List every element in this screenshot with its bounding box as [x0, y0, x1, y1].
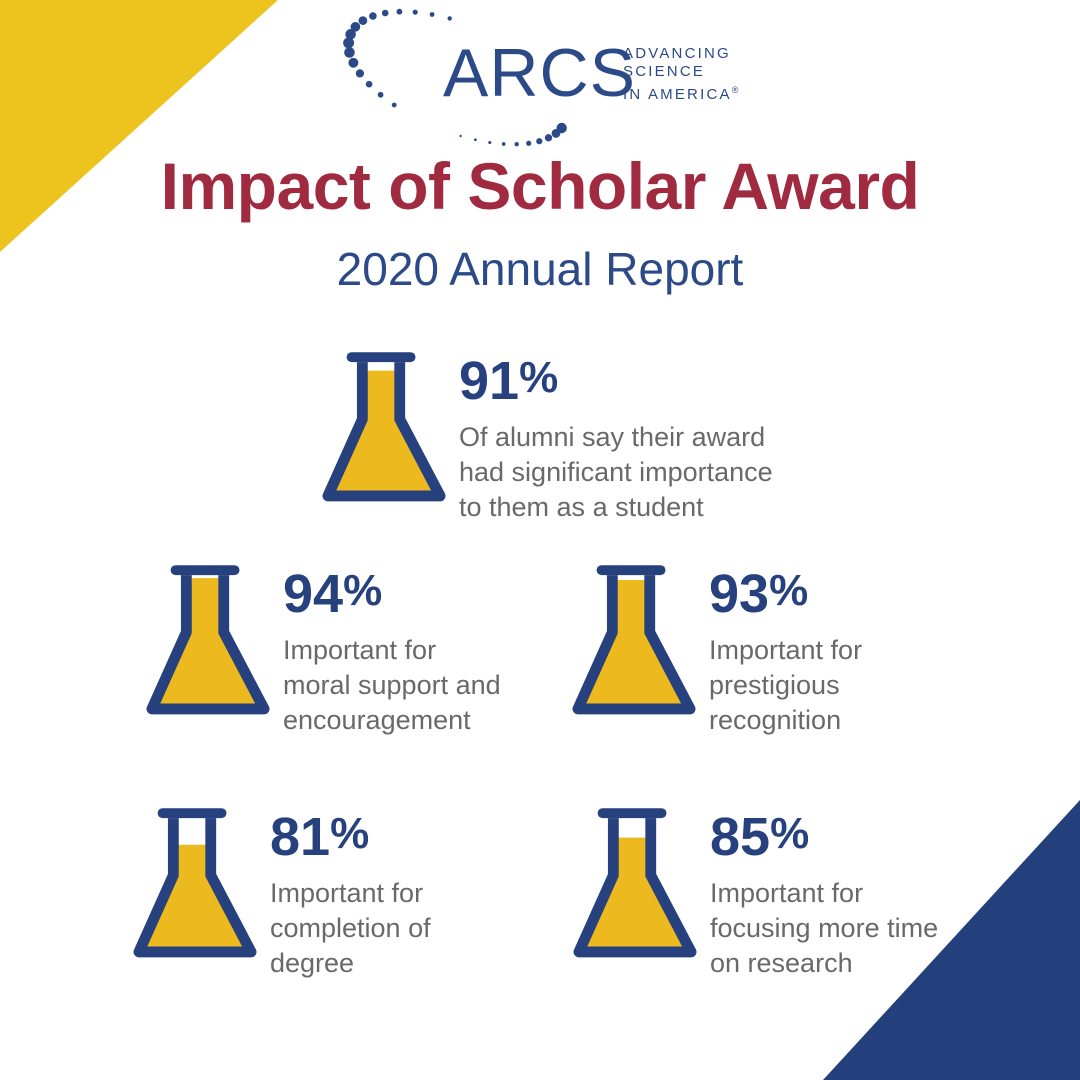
stat-item-moral-support: 94% Important for moral support and enco…	[146, 563, 501, 738]
stat-text: 93% Important for prestigious recognitio…	[709, 567, 862, 738]
percent-sign: %	[770, 809, 810, 858]
stat-percentage: 81%	[270, 807, 370, 867]
flask-icon	[146, 565, 270, 715]
tagline-line: IN AMERICA®	[623, 81, 738, 104]
stat-description: Important for moral support and encourag…	[283, 635, 501, 735]
stat-description: Important for prestigious recognition	[709, 635, 863, 735]
stat-item-research-time: 85% Important for focusing more time on …	[573, 806, 938, 981]
logo-tagline: ADVANCING SCIENCE IN AMERICA®	[623, 45, 738, 104]
stat-description: Important for focusing more time on rese…	[710, 878, 939, 978]
stat-percentage: 91%	[459, 351, 559, 411]
dotted-ellipse-icon	[343, 8, 567, 147]
tagline-line: SCIENCE	[623, 63, 706, 80]
flask-icon	[133, 808, 257, 958]
arcs-logo: ARCS ADVANCING SCIENCE IN AMERICA®	[330, 6, 754, 148]
registered-trademark-symbol: ®	[731, 85, 739, 95]
percent-sign: %	[343, 566, 383, 615]
stat-percentage: 94%	[283, 564, 383, 624]
stat-description: Important for completion of degree	[270, 878, 431, 978]
stat-item-prestigious-recognition: 93% Important for prestigious recognitio…	[572, 563, 862, 738]
percent-sign: %	[769, 566, 809, 615]
logo-wordmark: ARCS	[443, 35, 636, 111]
stat-text: 94% Important for moral support and enco…	[283, 567, 501, 738]
stat-percentage: 85%	[710, 807, 810, 867]
stat-text: 91% Of alumni say their award had signif…	[459, 354, 773, 525]
stat-text: 81% Important for completion of degree	[270, 810, 431, 981]
tagline-line: ADVANCING	[623, 45, 731, 62]
stat-description: Of alumni say their award had significan…	[459, 422, 773, 522]
page-title: Impact of Scholar Award	[160, 149, 920, 223]
percent-sign: %	[330, 809, 370, 858]
percent-sign: %	[519, 353, 559, 402]
tagline-line-text: IN AMERICA	[623, 86, 732, 103]
flask-icon	[572, 565, 696, 715]
flask-icon	[573, 808, 697, 958]
flask-icon	[322, 352, 446, 502]
page-subtitle: 2020 Annual Report	[336, 243, 744, 295]
stat-percentage: 93%	[709, 564, 809, 624]
stat-item-degree-completion: 81% Important for completion of degree	[133, 806, 431, 981]
stat-item-alumni-importance: 91% Of alumni say their award had signif…	[322, 350, 773, 525]
stat-text: 85% Important for focusing more time on …	[710, 810, 938, 981]
